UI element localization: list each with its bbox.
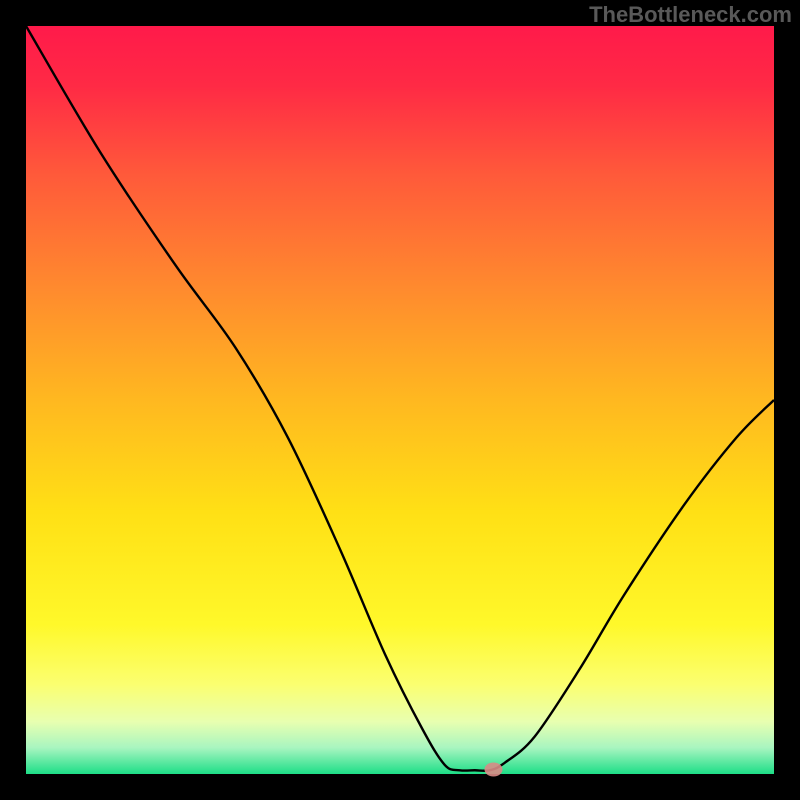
plot-background <box>26 26 774 774</box>
optimal-point-marker <box>485 763 503 777</box>
chart-container: TheBottleneck.com <box>0 0 800 800</box>
chart-svg <box>0 0 800 800</box>
watermark-text: TheBottleneck.com <box>589 2 792 28</box>
